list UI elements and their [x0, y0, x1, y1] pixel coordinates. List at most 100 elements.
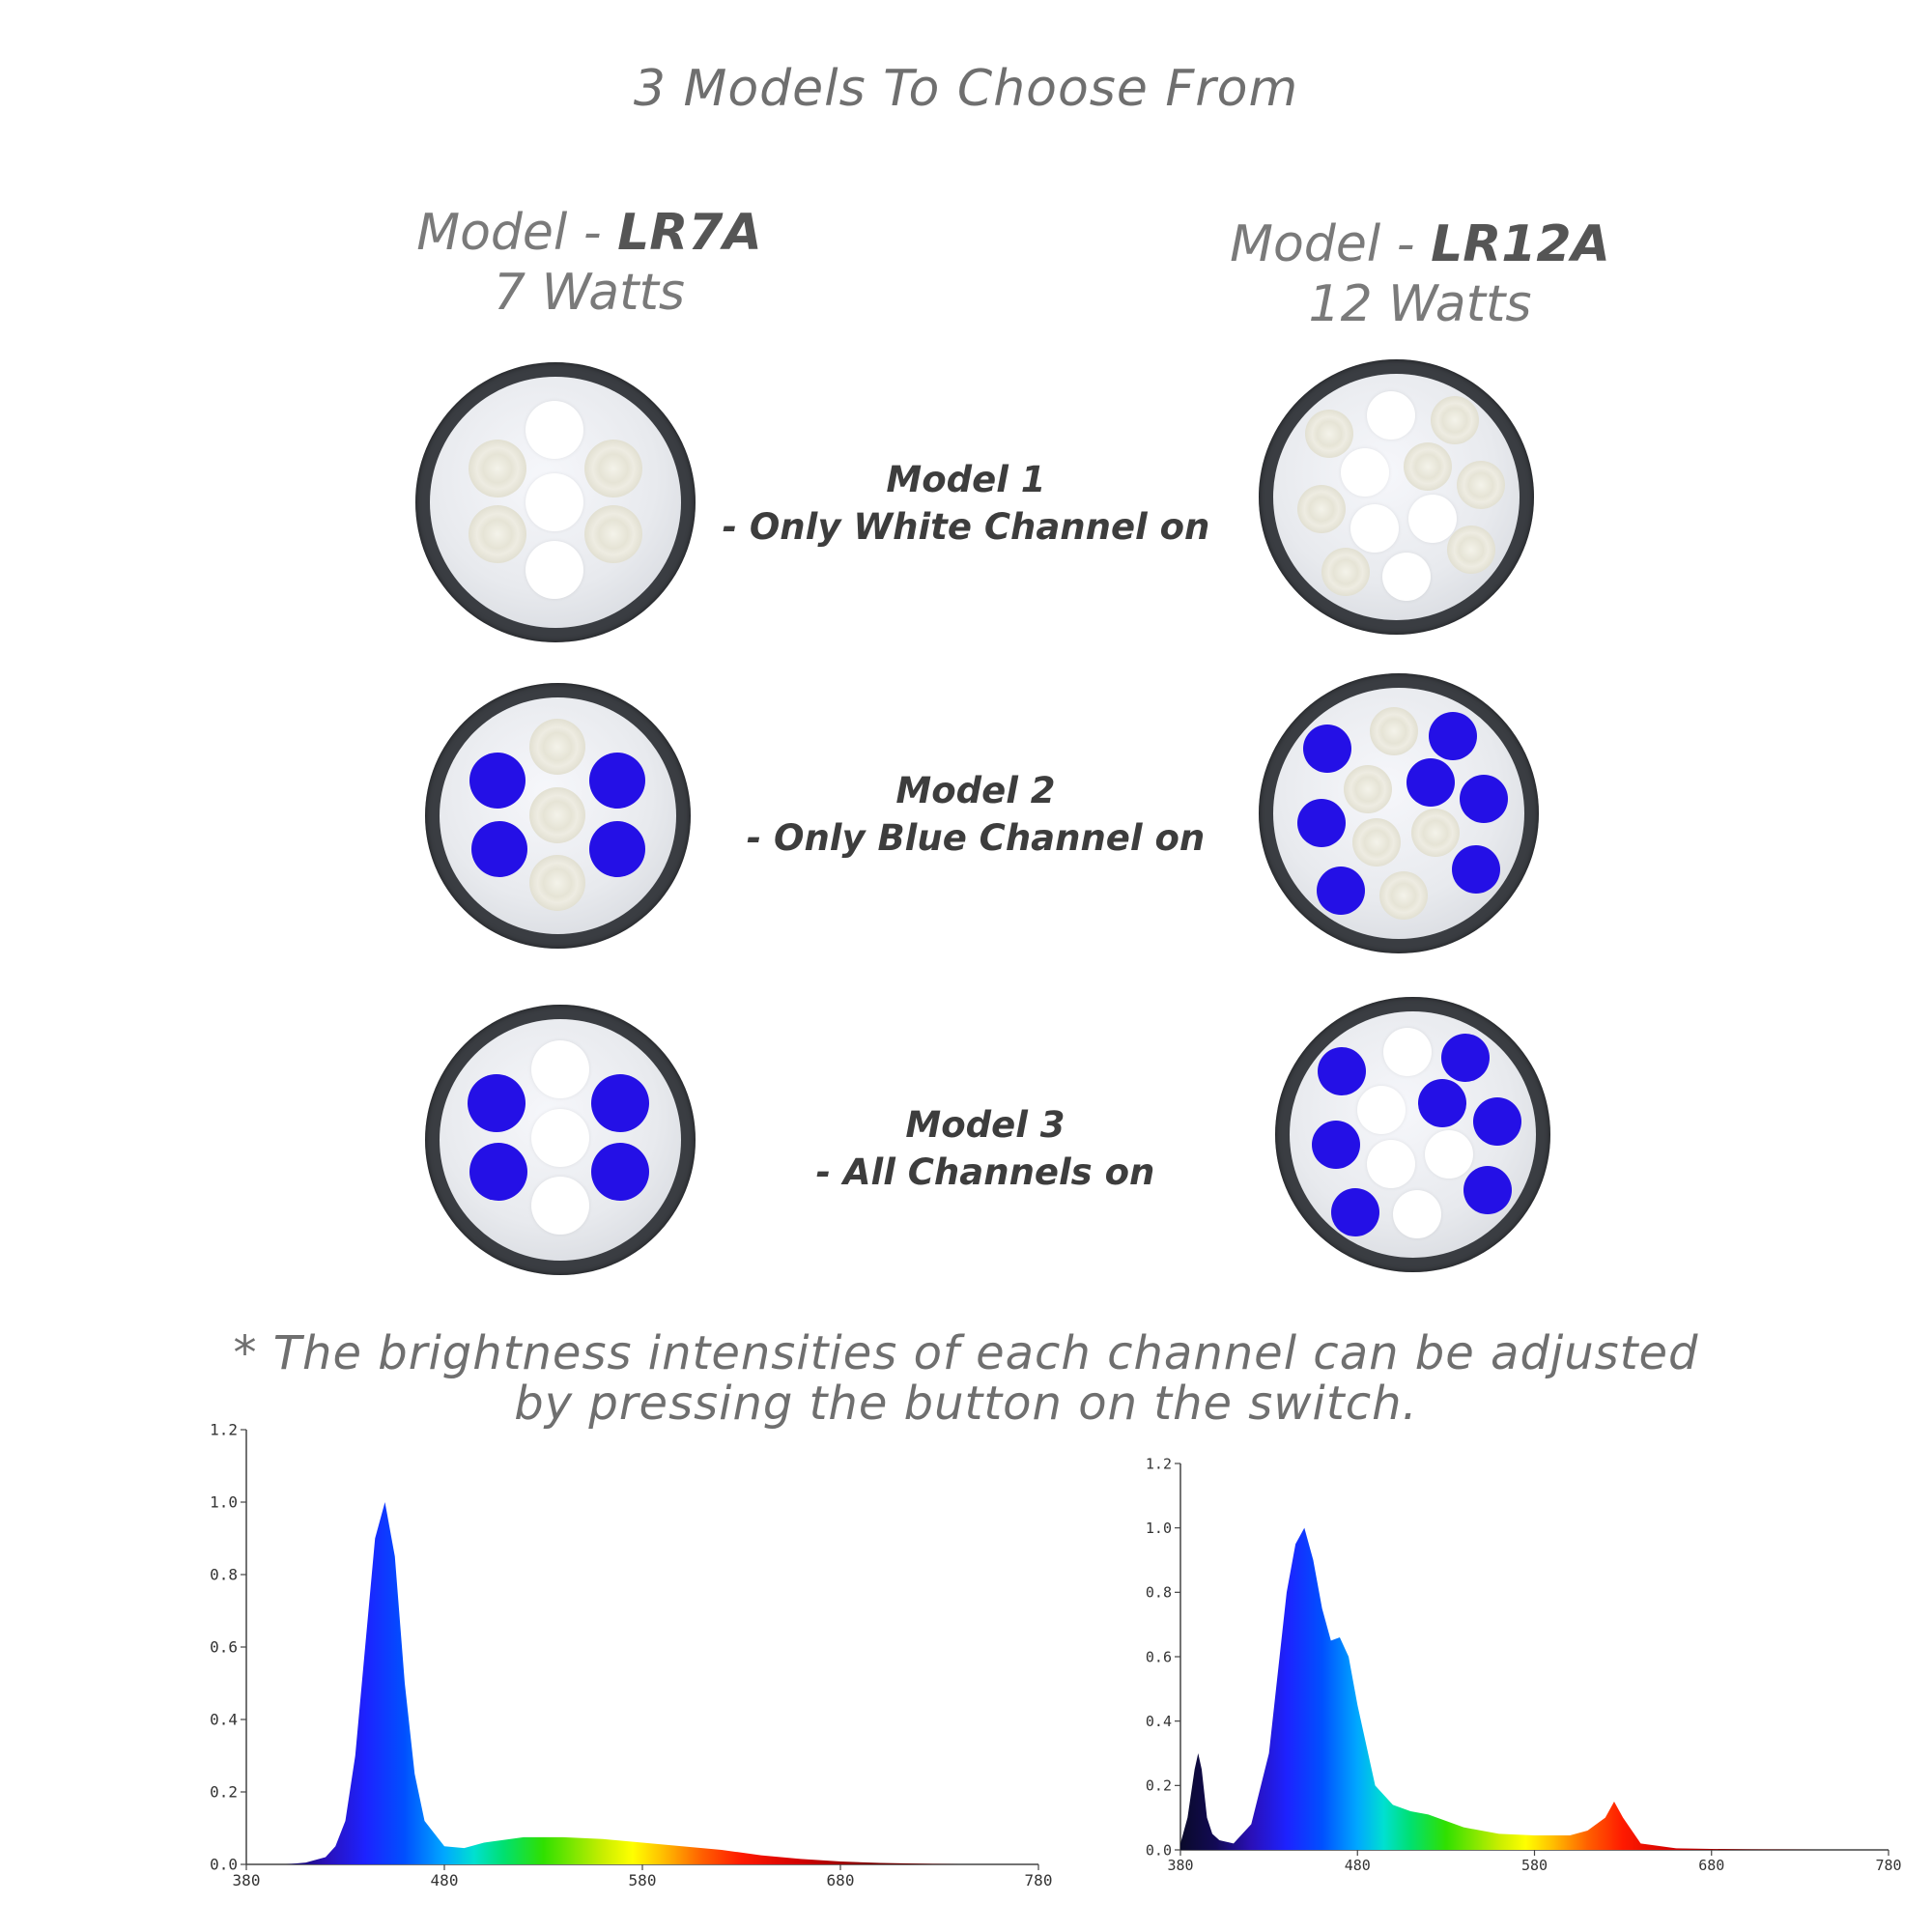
x-tick-label: 780	[1875, 1857, 1901, 1874]
lamp-lr12a-model-2	[1259, 673, 1539, 953]
mode-title: Model 3	[905, 1104, 1065, 1146]
led-white	[1367, 1140, 1415, 1188]
led-blue	[469, 753, 526, 809]
x-tick-label: 680	[827, 1871, 855, 1889]
page-title: 3 Models To Choose From	[633, 60, 1299, 118]
led-off	[529, 787, 585, 843]
led-off	[1344, 765, 1392, 813]
x-tick-label: 780	[1025, 1871, 1053, 1889]
spectrum-chart-lr12a: 0.0 0.2 0.4 0.6 0.8 1.0 1.2 380 480 580 680 780	[1146, 1455, 1902, 1874]
led-blue	[589, 753, 645, 809]
led-off	[1411, 809, 1460, 857]
mode-desc: - Only Blue Channel on	[746, 817, 1206, 859]
y-tick-label: 0.0	[1146, 1841, 1172, 1859]
x-tick-label: 580	[1521, 1857, 1548, 1874]
led-white	[1341, 448, 1389, 497]
y-tick-label: 0.8	[1146, 1584, 1172, 1602]
led-white	[1425, 1130, 1473, 1179]
led-off	[1431, 396, 1479, 444]
led-off	[469, 505, 526, 563]
x-tick-label: 480	[1345, 1857, 1371, 1874]
mode-title: Model 2	[895, 770, 1056, 811]
led-off	[584, 440, 642, 497]
mode-label-3: Model 3 - All Channels on	[724, 1101, 1246, 1196]
x-tick-label: 680	[1698, 1857, 1724, 1874]
led-blue	[591, 1074, 649, 1132]
led-blue	[1460, 775, 1508, 823]
model-prefix: Model -	[1230, 215, 1432, 273]
led-white	[1350, 504, 1399, 553]
led-white	[531, 1109, 589, 1167]
led-white	[526, 473, 583, 531]
led-off	[469, 440, 526, 497]
led-off	[1370, 707, 1418, 755]
y-tick-label: 0.2	[1146, 1777, 1172, 1795]
lamp-lr12a-model-1	[1259, 359, 1534, 635]
led-off	[584, 505, 642, 563]
led-blue	[471, 821, 527, 877]
led-off	[1321, 548, 1370, 596]
led-off	[1404, 442, 1452, 491]
lamp-lr7a-model-3	[425, 1005, 696, 1275]
y-tick-label: 1.2	[1146, 1455, 1172, 1472]
y-tick-label: 1.0	[1146, 1520, 1172, 1537]
led-white	[1367, 391, 1415, 440]
led-blue	[1406, 758, 1455, 807]
led-blue	[1317, 867, 1365, 915]
led-white	[1393, 1190, 1441, 1238]
led-blue	[1463, 1166, 1512, 1214]
led-white	[1383, 1028, 1432, 1076]
brightness-note: * The brightness intensities of each cha…	[0, 1328, 1932, 1429]
x-tick-label: 380	[1167, 1857, 1193, 1874]
led-blue	[1429, 712, 1477, 760]
led-blue	[1441, 1034, 1490, 1082]
model-name: LR7A	[617, 204, 762, 262]
led-white	[1382, 553, 1431, 601]
y-tick-label: 0.4	[1146, 1713, 1172, 1730]
mode-desc: - All Channels on	[815, 1151, 1155, 1193]
led-white	[1408, 495, 1457, 543]
lamp-lr7a-model-1	[415, 362, 696, 642]
led-blue	[591, 1143, 649, 1201]
led-off	[1297, 485, 1346, 533]
mode-title: Model 1	[886, 459, 1046, 500]
spectrum-area	[1180, 1527, 1818, 1850]
led-blue	[1473, 1097, 1521, 1146]
led-off	[1379, 871, 1428, 920]
x-tick-label: 380	[233, 1871, 261, 1889]
y-tick-label: 0.0	[210, 1856, 238, 1874]
led-off	[1457, 461, 1505, 509]
mode-label-1: Model 1 - Only White Channel on	[705, 456, 1227, 551]
lamp-lr7a-model-2	[425, 683, 691, 949]
led-off	[1352, 818, 1401, 867]
mode-label-2: Model 2 - Only Blue Channel on	[715, 767, 1236, 862]
mode-desc: - Only White Channel on	[722, 506, 1210, 548]
led-blue	[1297, 799, 1346, 847]
model-name: LR12A	[1431, 215, 1610, 273]
note-line-2: by pressing the button on the switch.	[514, 1377, 1418, 1431]
led-blue	[1331, 1188, 1379, 1236]
led-off	[1305, 410, 1353, 458]
y-tick-label: 0.4	[210, 1711, 238, 1729]
led-off	[529, 855, 585, 911]
led-white	[531, 1040, 589, 1098]
led-blue	[1418, 1079, 1466, 1127]
led-blue	[1452, 845, 1500, 894]
x-tick-label: 480	[431, 1871, 459, 1889]
model-header-lr7a: Model - LR7A 7 Watts	[377, 203, 802, 323]
y-tick-label: 1.2	[210, 1421, 238, 1439]
note-line-1: * The brightness intensities of each cha…	[233, 1326, 1699, 1380]
y-tick-label: 0.6	[1146, 1648, 1172, 1665]
y-tick-label: 1.0	[210, 1493, 238, 1512]
led-off	[1447, 526, 1495, 574]
led-blue	[1318, 1047, 1366, 1095]
model-watts: 7 Watts	[494, 264, 685, 322]
y-tick-label: 0.8	[210, 1566, 238, 1584]
led-blue	[469, 1143, 527, 1201]
spectrum-area	[246, 1502, 959, 1864]
led-blue	[1303, 724, 1351, 773]
led-blue	[1312, 1121, 1360, 1169]
lamp-lr12a-model-3	[1275, 997, 1550, 1272]
led-off	[529, 719, 585, 775]
x-tick-label: 580	[629, 1871, 657, 1889]
